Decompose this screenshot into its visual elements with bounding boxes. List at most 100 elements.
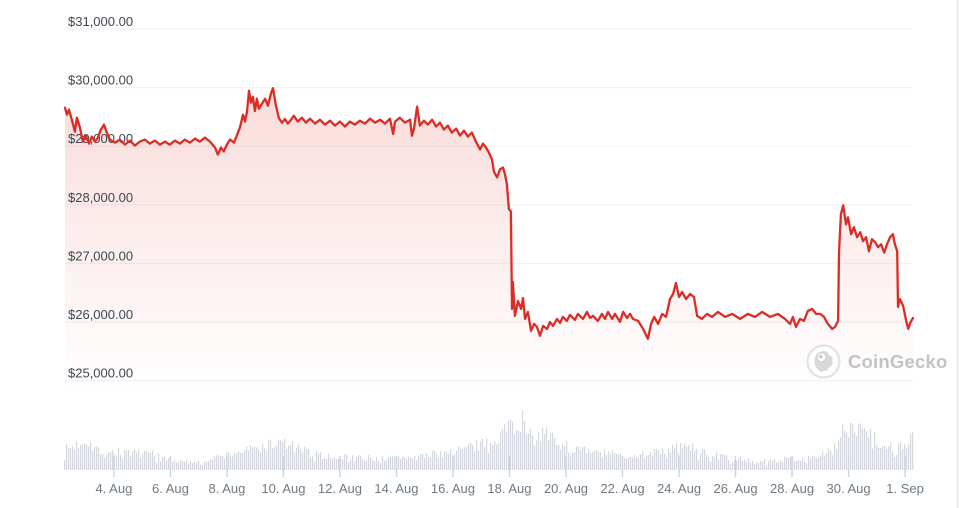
volume-bar [862, 428, 864, 470]
volume-bar [284, 438, 286, 470]
volume-bar [212, 459, 214, 470]
volume-bar [628, 456, 630, 470]
volume-bar [236, 453, 238, 470]
volume-bar [148, 451, 150, 470]
volume-bar [488, 452, 490, 470]
volume-bar [408, 456, 410, 470]
volume-bar [842, 424, 844, 470]
volume-bar [570, 455, 572, 470]
price-line [63, 87, 915, 340]
volume-bar [542, 427, 544, 470]
volume-bar [386, 459, 388, 470]
volume-bar [664, 453, 666, 470]
volume-bar [416, 460, 418, 470]
volume-bar [82, 444, 84, 470]
volume-bar [752, 460, 754, 470]
volume-bar [552, 433, 554, 470]
volume-bar [504, 424, 506, 470]
volume-bar [730, 464, 732, 470]
y-axis-label: $26,000.00 [68, 307, 133, 322]
volume-bar [224, 459, 226, 470]
volume-bar [764, 459, 766, 470]
volume-bar [912, 432, 914, 470]
y-axis-labels: $31,000.00$30,000.00$29,000.00$28,000.00… [68, 14, 133, 381]
volume-bar [494, 441, 496, 470]
volume-bar [324, 458, 326, 470]
x-axis-label: 22. Aug [600, 481, 644, 496]
volume-bar [890, 442, 892, 470]
volume-bar [838, 440, 840, 470]
volume-bar [898, 443, 900, 470]
volume-bar [694, 450, 696, 470]
volume-bar [70, 448, 72, 470]
volume-bar [688, 445, 690, 470]
volume-bar [576, 446, 578, 470]
volume-bar [200, 464, 202, 470]
volume-bar [592, 452, 594, 470]
volume-bar [378, 461, 380, 470]
volume-bar [652, 455, 654, 470]
volume-bar [256, 447, 258, 470]
volume-bar [146, 450, 148, 470]
volume-bar [124, 449, 126, 470]
volume-bar [844, 430, 846, 470]
volume-bar [506, 431, 508, 470]
volume-bar [738, 457, 740, 470]
volume-bar [308, 448, 310, 470]
volume-bar [646, 455, 648, 470]
volume-bar [182, 460, 184, 470]
volume-bar [292, 441, 294, 470]
volume-bar [92, 451, 94, 470]
volume-bar [490, 442, 492, 470]
volume-bar [112, 450, 114, 470]
volume-bar [130, 455, 132, 470]
volume-bar [620, 453, 622, 470]
volume-bar [356, 456, 358, 470]
volume-bar [190, 460, 192, 470]
x-axis-label: 1. Sep [886, 481, 924, 496]
volume-bar [632, 457, 634, 470]
volume-bar [266, 451, 268, 470]
volume-bar [612, 450, 614, 470]
volume-bar [556, 444, 558, 470]
volume-bar [510, 419, 512, 470]
volume-bar [584, 446, 586, 470]
volume-bar [346, 454, 348, 470]
volume-bar [474, 451, 476, 470]
volume-bar [766, 465, 768, 470]
volume-bar [498, 443, 500, 470]
volume-bar [90, 442, 92, 470]
volume-bar [682, 448, 684, 470]
volume-bar [306, 448, 308, 470]
volume-bar [638, 458, 640, 470]
volume-bar [590, 452, 592, 470]
volume-bar [158, 453, 160, 470]
volume-bar [432, 450, 434, 470]
volume-bar [198, 460, 200, 470]
volume-bar [100, 454, 102, 470]
volume-bar [196, 462, 198, 470]
volume-bar [710, 461, 712, 470]
volume-bar [578, 446, 580, 470]
volume-bar [904, 444, 906, 470]
y-axis-label: $28,000.00 [68, 190, 133, 205]
volume-bar [68, 448, 70, 470]
volume-bar [514, 434, 516, 470]
volume-bar [678, 452, 680, 470]
volume-bar [360, 455, 362, 470]
volume-bars [64, 410, 914, 470]
volume-bar [804, 461, 806, 470]
volume-bar [776, 462, 778, 470]
volume-bar [800, 460, 802, 470]
x-axis-label: 14. Aug [374, 481, 418, 496]
volume-bar [74, 449, 76, 470]
volume-bar [810, 458, 812, 470]
volume-bar [760, 460, 762, 470]
volume-bar [822, 451, 824, 470]
volume-bar [892, 451, 894, 470]
volume-bar [136, 452, 138, 470]
coingecko-watermark[interactable]: CoinGecko [806, 344, 947, 379]
volume-bar [796, 460, 798, 470]
